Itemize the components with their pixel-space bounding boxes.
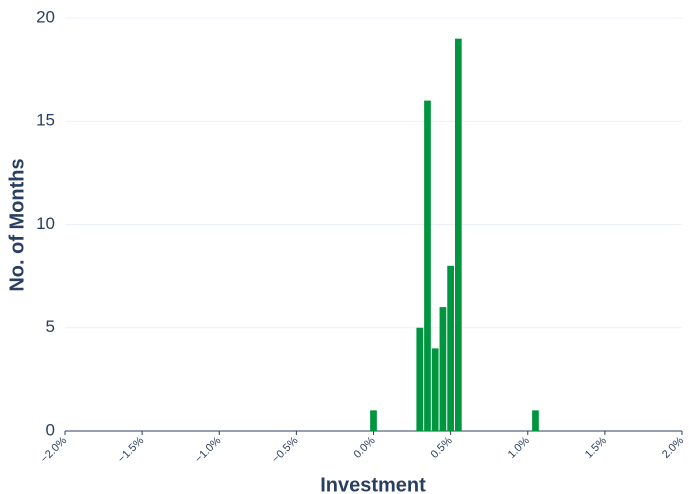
y-tick-label: 10 xyxy=(36,214,55,233)
bar xyxy=(416,327,424,431)
bar xyxy=(370,410,377,431)
y-tick-label: 5 xyxy=(46,317,55,336)
bar xyxy=(454,38,462,432)
x-tick-label: 0.0% xyxy=(351,435,377,461)
y-tick-label: 0 xyxy=(46,420,55,439)
x-tick-label: 2.0% xyxy=(660,435,686,461)
x-tick-label: 1.5% xyxy=(583,435,609,461)
y-axis-label: No. of Months xyxy=(6,158,28,291)
bar xyxy=(532,410,539,431)
bar xyxy=(447,265,454,431)
bar xyxy=(439,307,447,431)
x-tick-label: −1.0% xyxy=(193,435,224,466)
bar xyxy=(424,100,431,431)
y-tick-label: 20 xyxy=(36,7,55,26)
x-tick-label: −0.5% xyxy=(270,435,301,466)
x-tick-label: 1.0% xyxy=(506,435,532,461)
y-tick-label: 15 xyxy=(36,111,55,130)
bar xyxy=(431,348,439,431)
x-tick-label: −1.5% xyxy=(116,435,147,466)
x-axis-label: Investment xyxy=(320,474,426,494)
x-tick-label: 0.5% xyxy=(429,435,455,461)
